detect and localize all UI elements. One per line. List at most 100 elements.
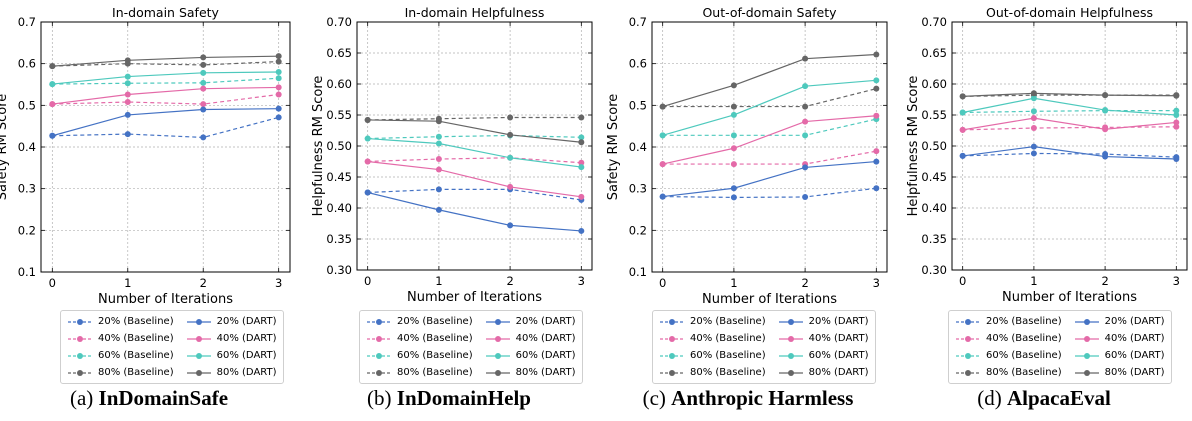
x-tick-label: 1	[730, 276, 737, 290]
data-point	[730, 103, 737, 110]
y-tick-label: 0.60	[921, 77, 947, 91]
y-tick-label: 0.1	[18, 265, 36, 279]
data-point	[49, 63, 56, 70]
legend-label: 40% (DART)	[216, 333, 277, 344]
data-point	[802, 164, 809, 171]
data-point	[873, 77, 880, 84]
data-point	[1030, 143, 1037, 150]
data-point	[435, 186, 442, 193]
legend-swatch	[1074, 352, 1099, 359]
plot-frame	[651, 21, 888, 273]
x-tick-label: 1	[435, 274, 442, 288]
chart-title: Out-of-domain Safety	[702, 5, 837, 20]
data-point	[873, 148, 880, 155]
plot-frame	[356, 21, 593, 271]
legend-item: 40% (Baseline)	[955, 331, 1062, 346]
data-point	[873, 85, 880, 92]
legend-label: 20% (DART)	[1104, 316, 1165, 327]
data-point	[507, 154, 514, 161]
data-point	[730, 82, 737, 89]
y-tick-label: 0.7	[18, 15, 36, 29]
series-line	[52, 86, 279, 105]
x-tick-label: 2	[200, 276, 207, 290]
legend-item: 20% (DART)	[1074, 314, 1165, 329]
x-tick-label: 3	[578, 274, 585, 288]
data-point	[435, 156, 442, 163]
legend-swatch	[68, 335, 92, 342]
series-line	[962, 126, 1177, 131]
x-tick-label: 3	[1173, 274, 1180, 288]
legend-label: 20% (DART)	[808, 316, 869, 327]
data-point	[364, 116, 371, 123]
x-tick-label: 0	[959, 274, 966, 288]
data-point	[1102, 126, 1109, 133]
y-tick-label: 0.70	[326, 15, 352, 29]
data-point	[802, 103, 809, 110]
data-point	[730, 194, 737, 201]
y-tick-label: 0.40	[921, 201, 947, 215]
series-line	[662, 115, 877, 165]
legend-swatch	[186, 335, 211, 342]
y-tick-label: 0.65	[326, 46, 352, 60]
data-point	[49, 132, 56, 139]
plot-frame	[40, 21, 291, 273]
legend-label: 60% (DART)	[808, 350, 869, 361]
legend-item: 60% (DART)	[186, 348, 277, 363]
data-point	[578, 159, 585, 166]
legend-swatch	[186, 318, 211, 325]
series-line	[962, 146, 1177, 160]
legend-swatch	[367, 369, 391, 376]
data-point	[275, 84, 282, 91]
data-point	[730, 161, 737, 168]
data-point	[124, 131, 131, 138]
series-line	[367, 119, 582, 143]
legend-item: 20% (DART)	[485, 314, 576, 329]
data-point	[578, 139, 585, 146]
line-chart: In-domain Helpfulness 0.30 0.35 0.40 0.45 0.5…	[311, 5, 593, 305]
y-tick-label: 0.65	[921, 46, 947, 60]
data-point	[959, 126, 966, 133]
series-line	[367, 134, 582, 140]
series-line	[962, 152, 1177, 158]
y-tick-label: 0.30	[326, 263, 352, 277]
series-line	[52, 77, 279, 85]
legend-label: 20% (DART)	[515, 316, 576, 327]
legend-swatch	[1074, 318, 1099, 325]
legend-item: 20% (DART)	[186, 314, 277, 329]
legend-swatch	[485, 318, 510, 325]
legend-item: 80% (DART)	[778, 365, 869, 380]
data-point	[1030, 95, 1037, 102]
data-point	[49, 101, 56, 108]
data-point	[275, 58, 282, 65]
legend-item: 60% (Baseline)	[659, 348, 766, 363]
legend-swatch	[485, 369, 510, 376]
series-line	[962, 110, 1177, 114]
data-point	[275, 105, 282, 112]
series-line	[367, 116, 582, 121]
legend-label: 80% (DART)	[808, 367, 869, 378]
series-line	[52, 71, 279, 85]
data-point	[1173, 156, 1180, 163]
series-line	[52, 60, 279, 67]
legend-swatch	[68, 369, 92, 376]
legend-label: 20% (Baseline)	[98, 316, 174, 327]
x-tick-label: 1	[124, 276, 131, 290]
legend-swatch	[778, 369, 803, 376]
data-point	[1030, 115, 1037, 122]
legend-item: 60% (DART)	[778, 348, 869, 363]
legend-item: 20% (Baseline)	[955, 314, 1062, 329]
chart-title: Out-of-domain Helpfulness	[986, 5, 1153, 20]
line-chart: In-domain Safety 0.1 0.2 0.3 0.4 0.5 0.6 0.7 0 1 2…	[0, 5, 291, 307]
data-point	[275, 91, 282, 98]
legend-item: 80% (Baseline)	[955, 365, 1062, 380]
chart-panel-outdomain-helpfulness: Out-of-domain Helpfulness 0.30 0.35 0.40 0.4…	[896, 0, 1192, 421]
data-point	[124, 111, 131, 118]
data-point	[1102, 92, 1109, 99]
x-tick-label: 2	[506, 274, 513, 288]
legend-label: 60% (Baseline)	[690, 350, 766, 361]
chart-title: In-domain Helpfulness	[405, 5, 545, 20]
data-point	[873, 185, 880, 192]
data-point	[959, 109, 966, 116]
legend-swatch	[660, 352, 684, 359]
legend-item: 80% (DART)	[186, 365, 277, 380]
